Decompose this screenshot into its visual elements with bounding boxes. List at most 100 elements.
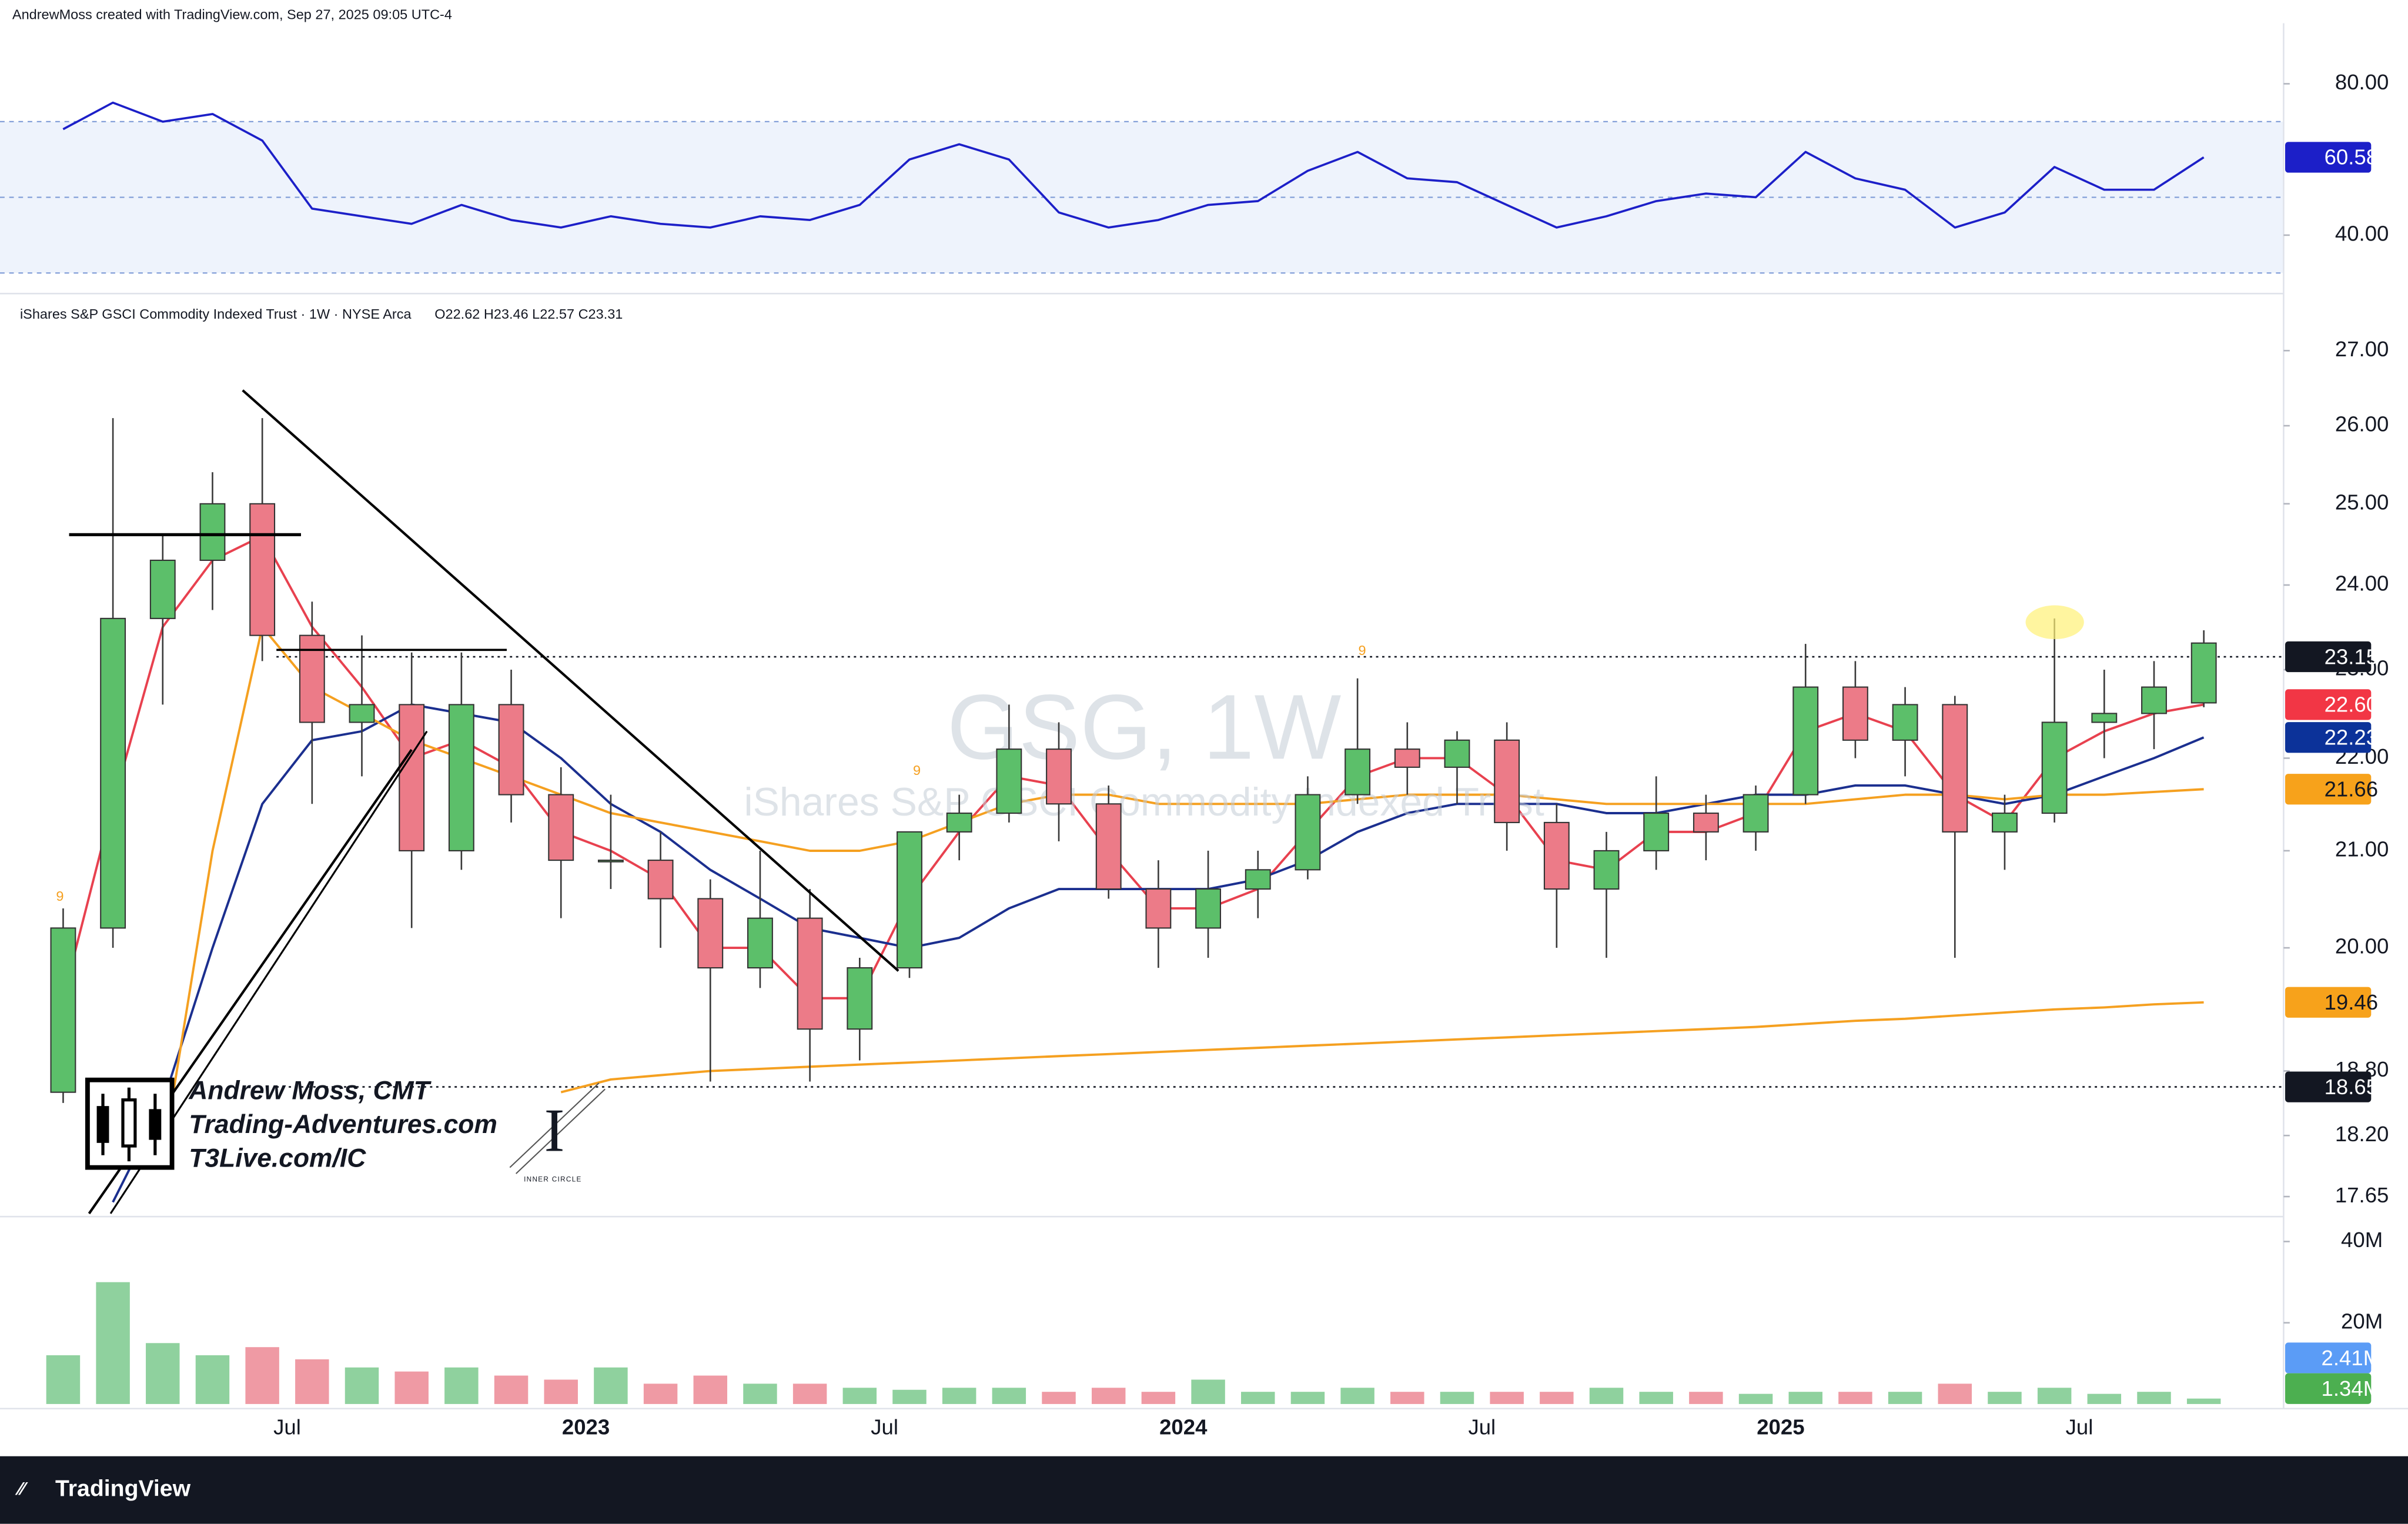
y-tick-label: 18.20 (2335, 1122, 2389, 1146)
volume-bar (1241, 1392, 1275, 1404)
volume-bar (494, 1375, 529, 1404)
candle-body (747, 917, 773, 969)
volume-bar (1988, 1392, 2022, 1404)
price-badge (2285, 641, 2372, 673)
candle-body (1842, 686, 1868, 741)
candle-body (1295, 794, 1321, 871)
volume-bar (643, 1383, 678, 1404)
value-badge (2285, 142, 2372, 173)
volume-bar (892, 1389, 927, 1404)
volume-bar (1589, 1388, 1624, 1404)
volume-bar (1390, 1392, 1424, 1404)
volume-badge-label: 2.41M (2322, 1346, 2382, 1370)
y-tick-label: 21.00 (2335, 837, 2389, 861)
watermark-sub: iShares S&P GSCI Commodity Indexed Trust (744, 780, 1544, 824)
candle-body (1792, 686, 1819, 796)
price-badge-label: 22.60 (2325, 693, 2379, 717)
volume-bar (195, 1355, 230, 1404)
candle-body (1693, 813, 1719, 833)
volume-bar (1042, 1392, 1076, 1404)
candle-body (2141, 686, 2167, 714)
volume-bar (992, 1388, 1026, 1404)
volume-bar (2137, 1392, 2171, 1404)
price-badge-label: 21.66 (2325, 777, 2379, 801)
y-tick-label: 25.00 (2335, 490, 2389, 514)
candle-body (1593, 850, 1620, 890)
candle-body (1345, 748, 1371, 796)
trendline (242, 389, 899, 972)
candle-body (2190, 642, 2217, 704)
candle-body (1743, 794, 1769, 833)
candle-body (2091, 713, 2118, 723)
candle-body (1892, 704, 1918, 741)
y-tick-label: 80.00 (2335, 70, 2389, 94)
candle-body (1394, 748, 1420, 768)
y-tick-label: 40.00 (2335, 222, 2389, 246)
volume-bar (394, 1371, 429, 1404)
x-tick-label: Jul (871, 1415, 898, 1439)
x-tick-label: Jul (1468, 1415, 1496, 1439)
volume-bar (295, 1359, 329, 1404)
volume-bar (1490, 1392, 1524, 1404)
price-badge (2285, 722, 2372, 753)
volume-bar (594, 1367, 628, 1404)
volume-bar (1689, 1392, 1723, 1404)
candle-body (1942, 704, 1968, 833)
x-tick-label: Jul (2066, 1415, 2093, 1439)
volume-bar (2186, 1398, 2221, 1404)
y-tick-label: 17.65 (2335, 1183, 2389, 1207)
candle-body (1145, 888, 1172, 929)
candle-body (199, 503, 226, 561)
logo (85, 1077, 175, 1170)
candle-body (349, 704, 375, 723)
candle-body (1195, 888, 1222, 929)
candle-body (647, 860, 674, 900)
brand-site: Trading-Adventures.com (189, 1110, 497, 1139)
volume-bar (842, 1388, 877, 1404)
highlight (2025, 605, 2084, 640)
volume-bar (1340, 1388, 1374, 1404)
candle-body (1444, 739, 1470, 768)
candle-body (1992, 813, 2018, 833)
line-series (62, 101, 2205, 229)
candle-body (946, 813, 972, 833)
x-tick-label: Jul (273, 1415, 301, 1439)
price-badge (2285, 1071, 2372, 1102)
candle-body (996, 748, 1022, 814)
candle-body (399, 704, 425, 851)
volume-bar (2037, 1388, 2072, 1404)
annotation: 9 (913, 763, 921, 778)
volume-bar (544, 1379, 578, 1404)
volume-bar (743, 1383, 777, 1404)
header-text: AndrewMoss created with TradingView.com,… (12, 7, 452, 22)
brand-link: T3Live.com/IC (189, 1144, 366, 1172)
candle-body (2041, 721, 2068, 814)
x-tick-label: 2025 (1757, 1415, 1804, 1439)
price-title: iShares S&P GSCI Commodity Indexed Trust… (20, 306, 412, 322)
logo-candle (96, 1106, 109, 1143)
price-badge (2285, 774, 2372, 805)
price-badge-label: 18.65 (2325, 1075, 2379, 1099)
volume-bar (792, 1383, 827, 1404)
logo-candle (121, 1098, 137, 1148)
line-series (560, 1001, 2204, 1094)
volume-bar (146, 1343, 180, 1404)
volume-bar (345, 1367, 379, 1404)
footer-text: TradingView (55, 1476, 191, 1502)
volume-bar (1788, 1392, 1822, 1404)
emblem: I (544, 1096, 565, 1164)
candle-body (50, 927, 76, 1093)
volume-bar (1540, 1392, 1574, 1404)
candle-body (1643, 813, 1670, 851)
volume-bar (96, 1282, 130, 1404)
price-badge (2285, 689, 2372, 720)
price-badge (2285, 987, 2372, 1018)
volume-bar (1091, 1388, 1126, 1404)
candle-body (1095, 803, 1122, 890)
y-tick-label: 27.00 (2335, 337, 2389, 361)
volume-bar (245, 1347, 279, 1404)
candle-body (100, 617, 126, 929)
candle-body (1543, 821, 1570, 890)
volume-bar (1888, 1392, 1922, 1404)
y-tick-label: 40M (2341, 1228, 2383, 1252)
